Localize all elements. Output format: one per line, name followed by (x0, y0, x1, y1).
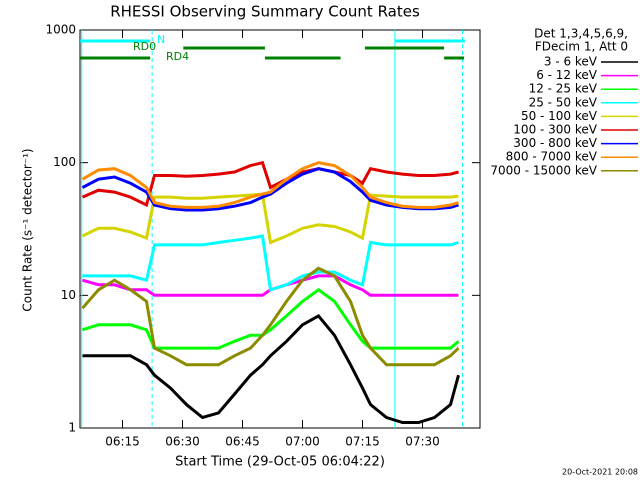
legend-header: Det 1,3,4,5,6,9, (534, 27, 628, 41)
legend-label: 800 - 7000 keV (506, 150, 598, 164)
legend-label: 100 - 300 keV (513, 123, 597, 137)
y-tick-label: 100 (53, 155, 76, 169)
legend-label: 3 - 6 keV (544, 55, 598, 69)
flag-label: RD0 (133, 40, 156, 53)
y-axis-label: Count Rate (s⁻¹ detector⁻¹) (21, 148, 35, 311)
x-tick-label: 06:15 (105, 435, 140, 449)
series-line (82, 234, 459, 292)
plot-frame (79, 29, 481, 429)
legend-header: FDecim 1, Att 0 (535, 40, 628, 54)
series-line (81, 160, 459, 208)
legend-label: 12 - 25 keV (529, 82, 598, 96)
x-tick-label: 07:30 (405, 435, 440, 449)
series-line (82, 313, 460, 424)
series-line (81, 167, 459, 212)
x-tick-label: 07:00 (285, 435, 320, 449)
legend-label: 50 - 100 keV (521, 109, 598, 123)
series-line (82, 287, 460, 350)
series-line (81, 192, 459, 245)
legend-label: 6 - 12 keV (536, 68, 598, 82)
chart-title: RHESSI Observing Summary Count Rates (110, 3, 420, 21)
y-tick-label: 1000 (45, 23, 76, 37)
x-axis-label: Start Time (29-Oct-05 06:04:22) (175, 455, 385, 470)
legend-label: 7000 - 15000 keV (490, 163, 597, 177)
flag-label: RD4 (166, 50, 189, 63)
legend-label: 300 - 800 keV (513, 136, 597, 150)
legend-label: 25 - 50 keV (529, 95, 598, 109)
x-tick-label: 07:15 (345, 435, 380, 449)
series-line (81, 161, 459, 209)
series-line (81, 266, 460, 367)
flag-label: N (157, 33, 165, 46)
y-tick-label: 10 (61, 288, 76, 302)
x-tick-label: 06:30 (165, 435, 200, 449)
y-tick-label: 1 (68, 421, 76, 435)
footer: 20-Oct-2021 20:08 (562, 468, 638, 477)
x-tick-label: 06:45 (225, 435, 260, 449)
